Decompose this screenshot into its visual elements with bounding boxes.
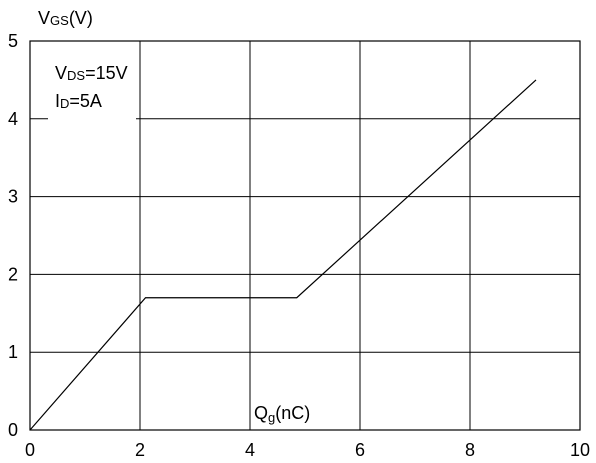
- annotation-vds-tail: =15V: [85, 63, 128, 83]
- y-axis-label-tail: (V): [69, 8, 93, 28]
- x-tick-label: 0: [25, 440, 35, 460]
- annotation-vds: VDS=15V: [55, 63, 128, 83]
- annotation-id-subscript: D: [60, 96, 69, 111]
- annotation-id-tail: =5A: [69, 91, 102, 111]
- x-axis-label-tail: (nC): [275, 403, 310, 423]
- y-axis-label-subscript: GS: [50, 13, 69, 28]
- x-axis-label-subscript: g: [268, 410, 275, 425]
- plot-frame: [29, 40, 581, 431]
- y-tick-label: 2: [8, 264, 18, 284]
- y-axis-label: VGS(V): [38, 8, 93, 28]
- x-axis-label: Qg(nC): [254, 403, 310, 425]
- x-tick-label: 6: [355, 440, 365, 460]
- y-tick-label: 1: [8, 342, 18, 362]
- annotation-id-main: I: [55, 91, 60, 111]
- annotation-background: [48, 58, 136, 124]
- annotation-id: ID=5A: [55, 91, 102, 111]
- x-tick-label: 4: [245, 440, 255, 460]
- y-tick-label: 4: [8, 109, 18, 129]
- series-layer: [29, 79, 537, 431]
- x-tick-label: 8: [465, 440, 475, 460]
- x-axis-label-main: Q: [254, 403, 268, 423]
- x-tick-label: 10: [570, 440, 590, 460]
- y-tick-label: 0: [8, 420, 18, 440]
- y-axis-label-main: V: [38, 8, 50, 28]
- series-line: [29, 79, 537, 431]
- x-tick-label: 2: [135, 440, 145, 460]
- y-tick-labels: 0 1 2 3 4 5: [8, 31, 18, 440]
- annotation-vds-subscript: DS: [67, 68, 85, 83]
- y-tick-label: 3: [8, 187, 18, 207]
- annotation-vds-main: V: [55, 63, 67, 83]
- x-tick-labels: 0 2 4 6 8 10: [25, 440, 590, 460]
- y-tick-label: 5: [8, 31, 18, 51]
